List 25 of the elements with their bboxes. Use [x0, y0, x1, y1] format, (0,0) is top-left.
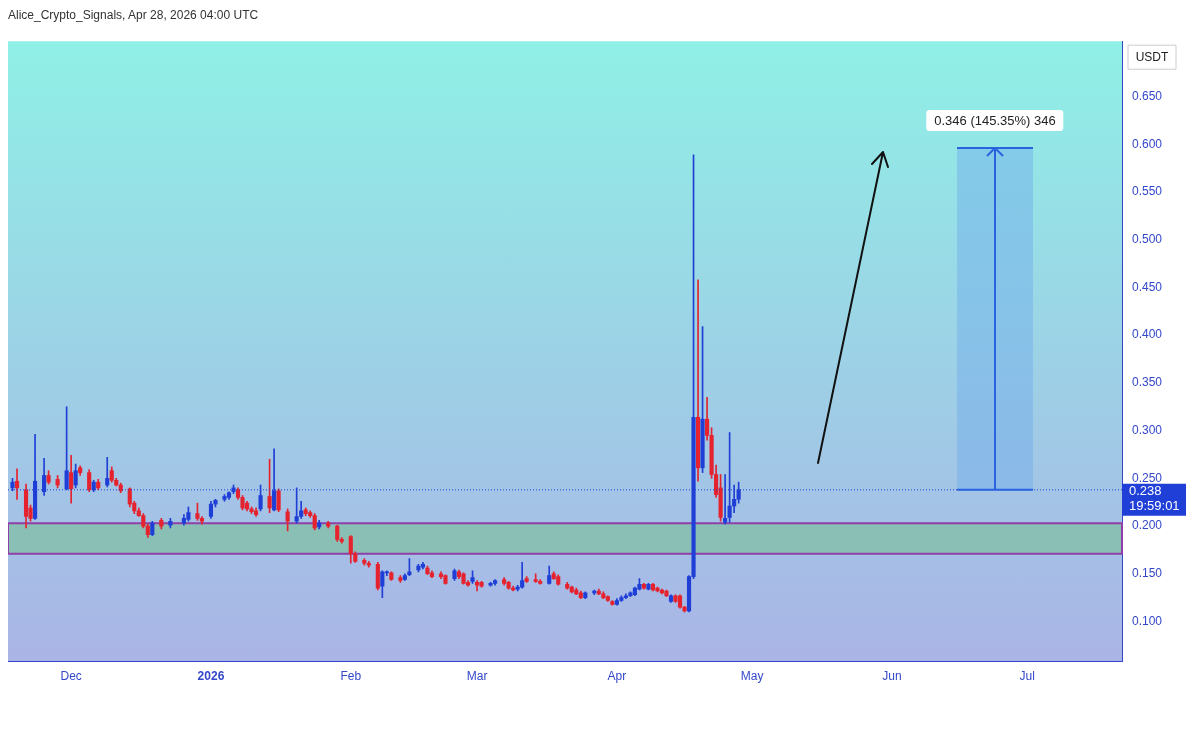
y-tick-label: 0.150 [1132, 566, 1163, 581]
y-tick-label: 0.550 [1132, 184, 1163, 199]
ref-line-label: 0.238 [1129, 483, 1162, 499]
x-tick-label: May [740, 669, 764, 684]
y-tick-label: 0.500 [1132, 232, 1163, 247]
y-tick-label: 0.200 [1132, 518, 1163, 533]
x-tick-label: Mar [466, 669, 488, 684]
y-tick-label: 0.250 [1132, 470, 1163, 485]
y-tick-label: 0.600 [1132, 136, 1163, 151]
x-tick-label: Dec [60, 669, 82, 684]
x-tick-label: Feb [340, 669, 362, 684]
chart-title: Alice_Crypto_Signals, Apr 28, 2026 04:00 UTC [8, 8, 260, 24]
y-tick-label: 0.400 [1132, 327, 1163, 342]
x-tick-label: Apr [607, 669, 627, 684]
x-tick-label: 2026 [197, 669, 225, 684]
text: 19:59:01 [1129, 498, 1180, 514]
x-tick-label: Jun [882, 669, 902, 684]
y-tick-label: 0.650 [1132, 88, 1163, 103]
y-axis-title: USDT [1135, 49, 1169, 64]
y-tick-label: 0.100 [1132, 613, 1163, 628]
annotation: 0.346 (145.35%) 346 [926, 110, 1064, 131]
y-tick-label: 0.450 [1132, 279, 1163, 294]
x-tick-label: Jul [1019, 669, 1035, 684]
y-tick-label: 0.300 [1132, 422, 1163, 437]
y-tick-label: 0.350 [1132, 375, 1163, 390]
